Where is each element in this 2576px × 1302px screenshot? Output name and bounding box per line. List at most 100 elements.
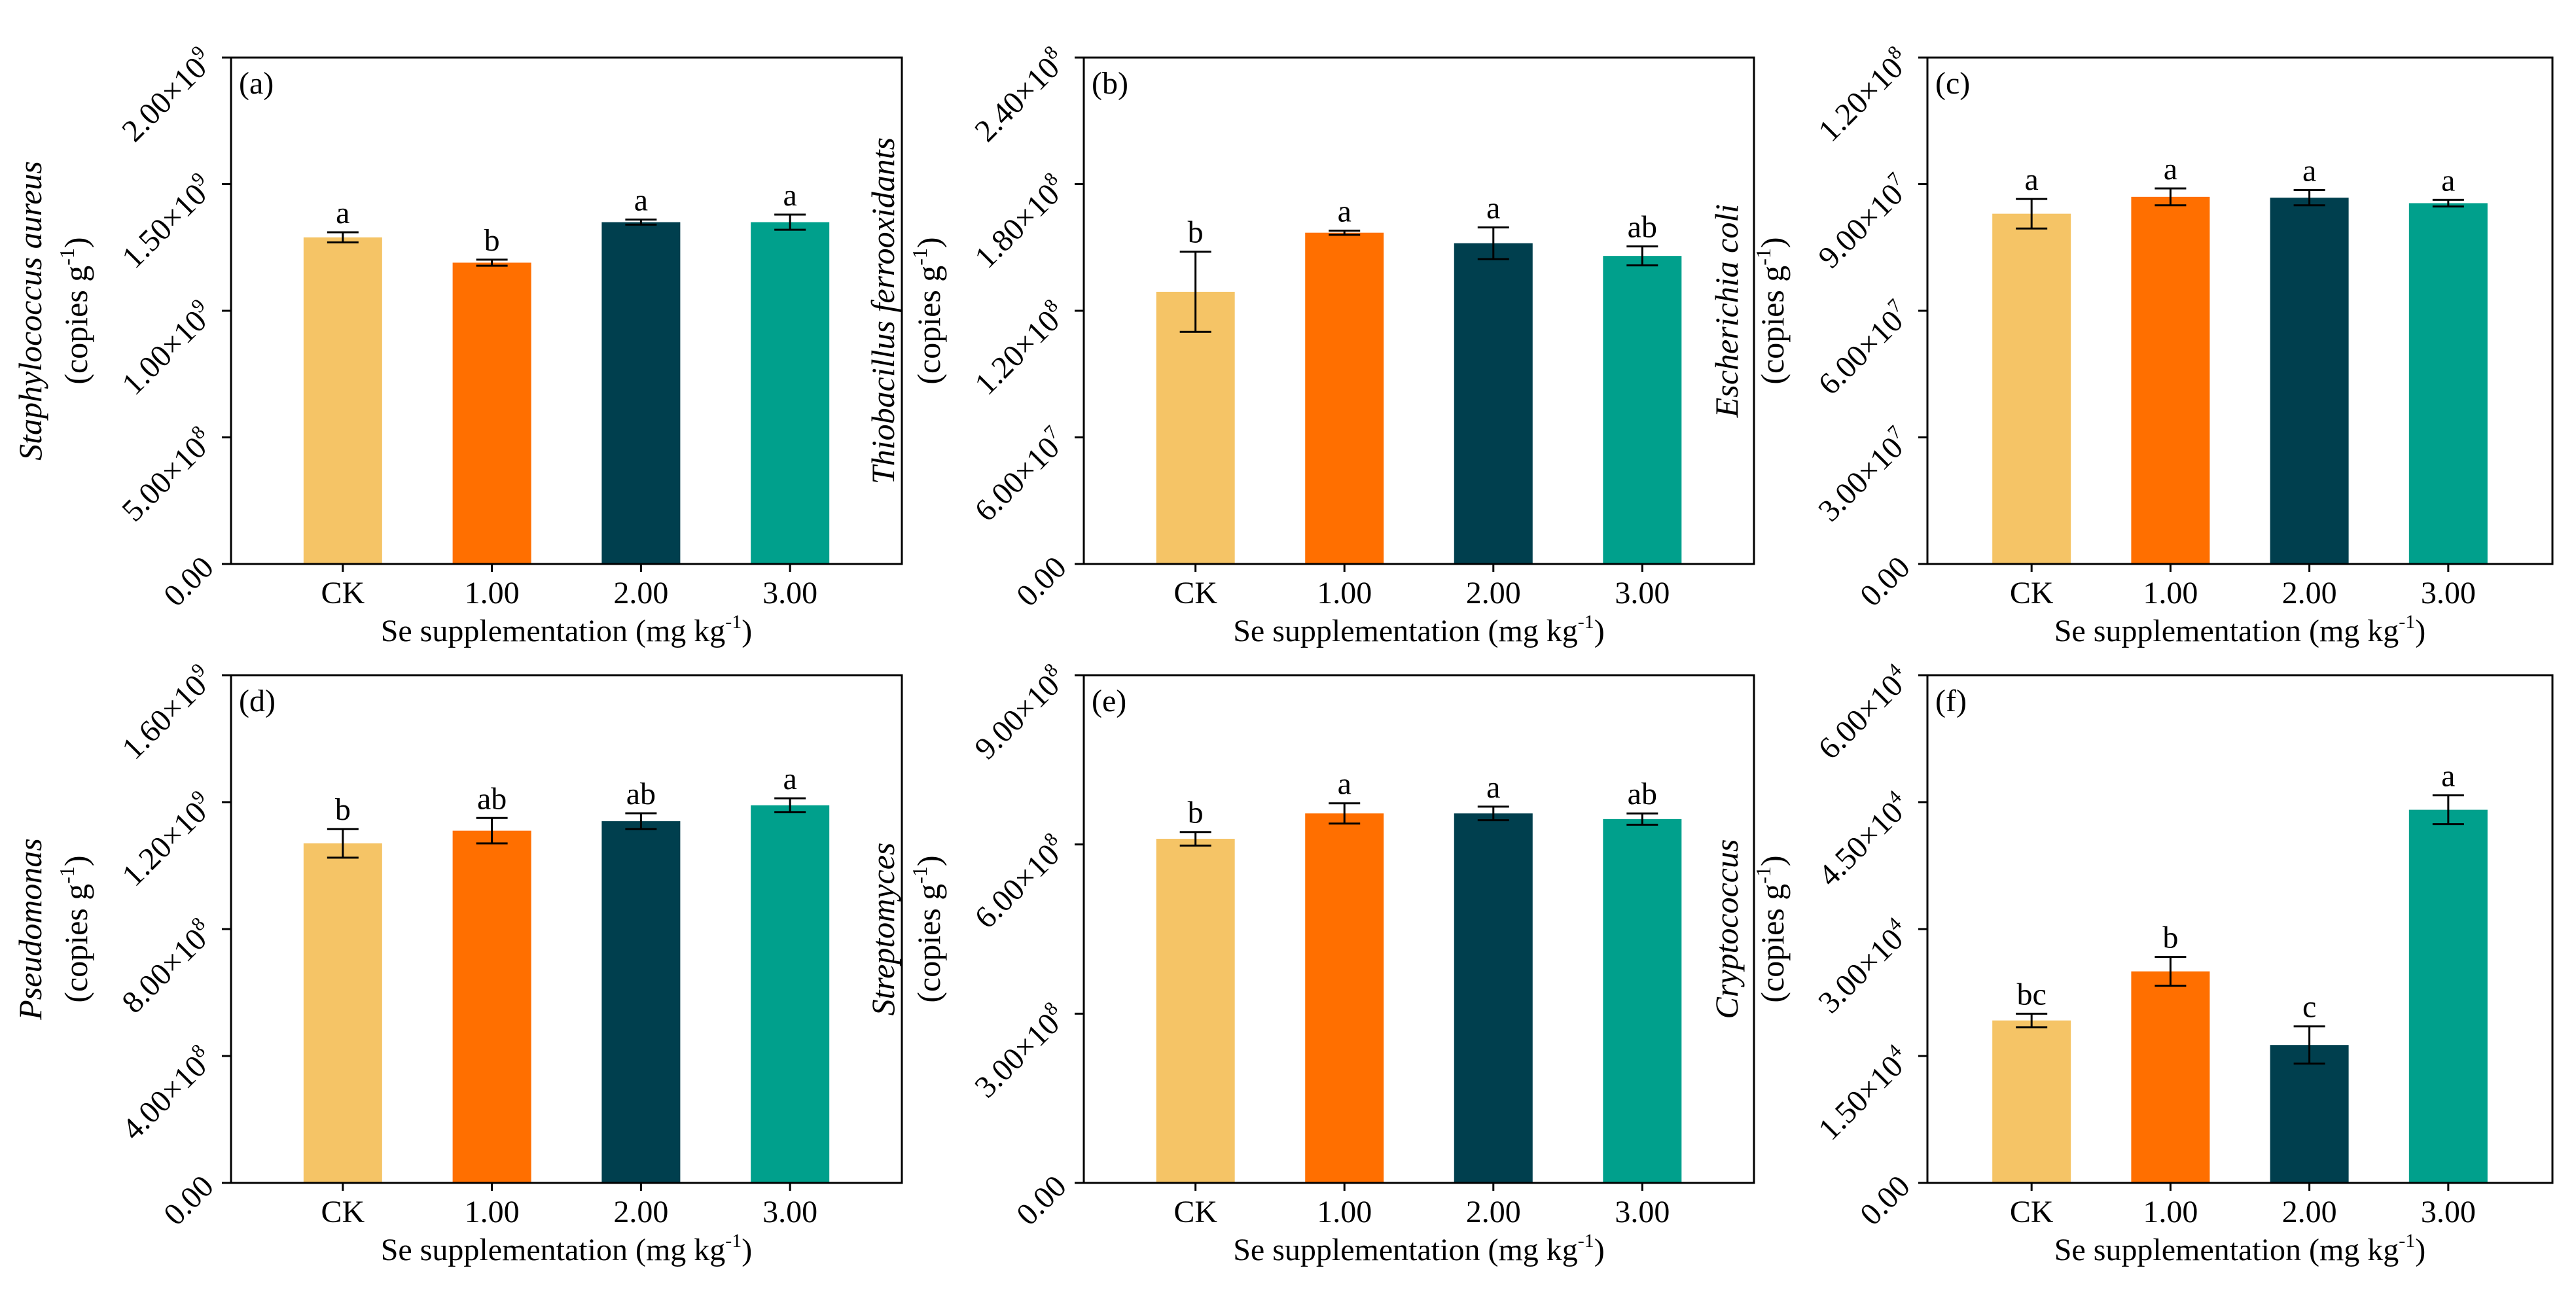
y-axis-title: Staphylococcus aureus [12,161,48,461]
y-tick-label: 6.00×104 [1810,659,1916,765]
error-bar [1477,226,1509,260]
y-axis-title: Streptomyces [865,843,901,1016]
significance-letter: a [1338,767,1351,801]
tick-mantissa: 0.00 [1853,550,1917,613]
y-axis-units: (copies g-1) [1751,237,1791,384]
units-superscript: -1 [1751,866,1775,884]
x-axis-title: Se supplementation (mg kg-1) [381,611,753,648]
y-tick-label: 9.00×108 [966,659,1073,765]
x-tick-label: 1.00 [2143,1195,2198,1229]
error-bar [2432,794,2464,826]
chart-panel-c: a a a a CK 1.00 2.00 3.00 0.00 3.00×107 6.00×107 9.… [1708,41,2554,648]
bar [452,830,531,1183]
x-tick-label: 1.00 [465,1195,520,1229]
y-tick-label: 3.00×104 [1810,913,1916,1019]
chart-panel-e: b a a ab CK 1.00 2.00 3.00 0.00 3.00×108 6.00×108 9… [865,659,1755,1267]
y-tick-label: 1.20×109 [113,786,220,892]
y-tick-label: 4.50×104 [1810,786,1916,892]
panel-label: (c) [1935,66,1970,101]
significance-letter: b [335,792,351,827]
y-axis-title: Thiobacillus ferrooxidants [865,137,901,484]
units-prefix: (copies g [1754,884,1791,1003]
x-tick-label: 1.00 [465,576,520,610]
tick-mantissa: 0.00 [1010,1169,1073,1232]
significance-letter: a [2164,152,2177,186]
x-axis-title: Se supplementation (mg kg-1) [381,1230,753,1267]
bar [751,805,830,1183]
x-title-suffix: ) [742,1233,752,1267]
significance-letter: ab [626,777,656,811]
error-bar [2016,198,2048,230]
units-suffix: ) [58,237,94,248]
y-tick-label: 0.00 [1853,1169,1917,1232]
error-bar [774,213,806,231]
x-title-prefix: Se supplementation (mg kg [1233,614,1578,648]
significance-letter: c [2302,990,2316,1025]
significance-letter: a [2025,162,2039,197]
y-axis-units: (copies g-1) [55,237,94,384]
significance-letter: a [783,762,797,796]
x-tick-label: 3.00 [1615,1195,1670,1229]
x-tick-label: 1.00 [2143,576,2198,610]
units-suffix: ) [910,237,947,248]
x-title-prefix: Se supplementation (mg kg [381,1233,726,1267]
y-tick-label: 3.00×108 [966,998,1073,1104]
significance-letter: a [2441,759,2455,794]
y-axis-title: Cryptococcus [1708,839,1745,1019]
x-tick-label: 2.00 [2282,1195,2337,1229]
significance-letter: b [1188,215,1204,250]
x-tick-label: 1.00 [1317,1195,1372,1229]
significance-letter: a [2441,163,2455,198]
units-suffix: ) [910,855,947,866]
x-tick-label: 3.00 [1615,576,1670,610]
x-tick-label: 3.00 [2421,576,2476,610]
bar [601,821,681,1183]
error-bar [476,817,508,845]
significance-letter: bc [2017,977,2047,1012]
x-tick-label: CK [2010,1195,2054,1229]
error-bar [2432,198,2464,208]
bar [2131,971,2210,1183]
panel-label: (b) [1092,66,1128,101]
tick-mantissa: 0.00 [157,550,221,613]
error-bar [327,828,359,859]
panel-label: (f) [1935,684,1967,718]
significance-letter: a [634,183,648,218]
x-title-prefix: Se supplementation (mg kg [381,614,726,648]
bar [303,843,382,1183]
error-bar [625,219,657,226]
y-axis-title: Pseudomonas [12,838,48,1021]
x-title-superscript: -1 [725,611,742,633]
bar [601,222,681,564]
bar [1603,256,1682,564]
x-tick-label: 2.00 [613,1195,668,1229]
error-bar [2155,956,2187,987]
x-title-suffix: ) [1594,614,1605,648]
significance-letter: a [1486,770,1500,805]
y-axis-units: (copies g-1) [908,855,947,1002]
bar [1305,232,1384,564]
error-bar [1626,245,1658,267]
tick-mantissa: 0.00 [1853,1169,1917,1232]
y-tick-label: 1.20×108 [1810,41,1916,148]
bar [1156,291,1235,564]
significance-letter: a [1338,194,1351,228]
significance-letter: ab [477,781,507,816]
y-axis-units: (copies g-1) [55,855,94,1002]
units-prefix: (copies g [1754,266,1791,385]
x-axis-title: Se supplementation (mg kg-1) [1233,1230,1605,1267]
error-bar [2016,1012,2048,1029]
chart-panel-a: a b a a CK 1.00 2.00 3.00 0.00 5.00×108 1.00×109 1.… [12,41,903,648]
x-title-suffix: ) [1594,1233,1605,1267]
units-superscript: -1 [1751,248,1775,266]
bar [751,222,830,564]
x-tick-label: CK [1173,576,1217,610]
bar [2408,203,2488,564]
y-tick-label: 1.80×108 [966,168,1073,275]
significance-letter: b [484,223,500,258]
x-title-prefix: Se supplementation (mg kg [2054,1233,2399,1267]
x-title-suffix: ) [742,614,752,648]
x-tick-label: CK [321,1195,365,1229]
x-tick-label: 2.00 [1466,576,1521,610]
